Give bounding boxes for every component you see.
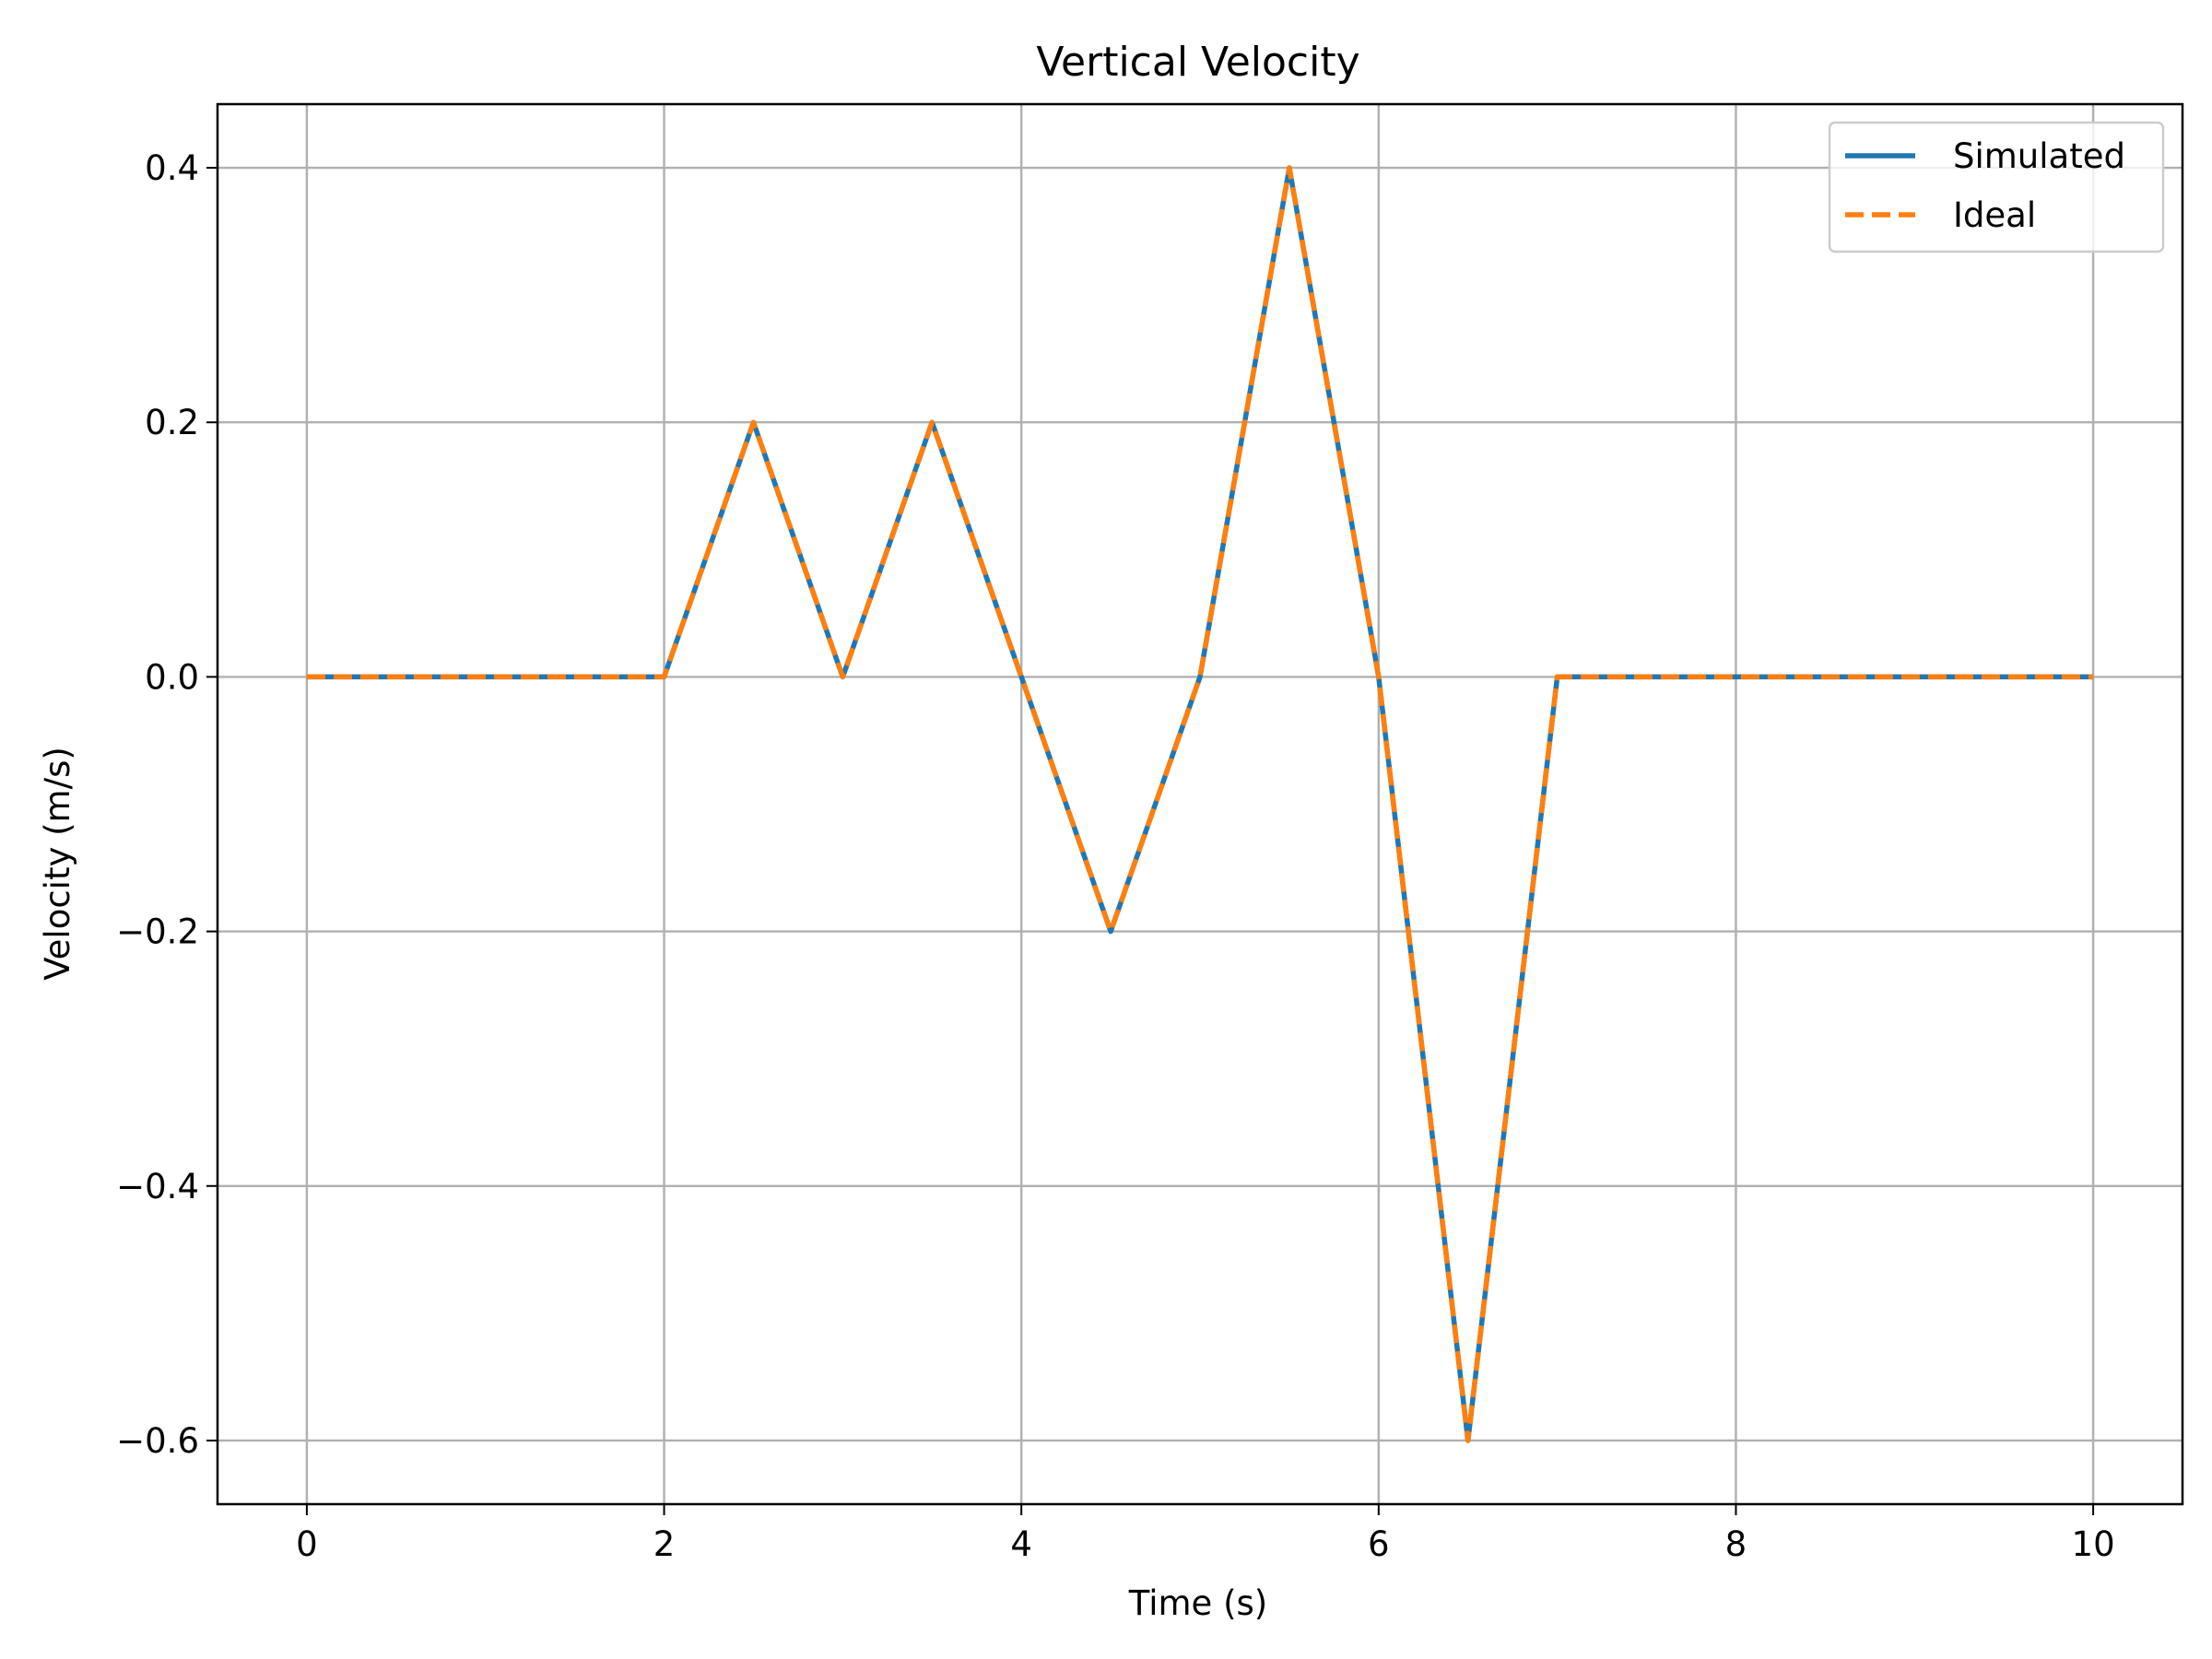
- y-axis-label: Velocity (m/s): [38, 747, 77, 981]
- x-tick-label: 8: [1725, 1524, 1747, 1564]
- y-tick-label: −0.6: [116, 1421, 199, 1461]
- plot-frame: [216, 102, 2184, 1506]
- x-axis-ticks: 0 2 4 6 8 10: [296, 1504, 2115, 1564]
- chart-title: Vertical Velocity: [1036, 39, 1359, 86]
- legend-label-ideal: Ideal: [1953, 195, 2036, 235]
- x-tick-label: 0: [296, 1524, 318, 1564]
- x-tick-label: 4: [1010, 1524, 1032, 1564]
- series-line-ideal: [306, 165, 2094, 1443]
- plot-lines: [306, 165, 2094, 1443]
- legend-label-simulated: Simulated: [1953, 136, 2125, 176]
- y-tick-label: 0.4: [145, 148, 199, 188]
- x-tick-label: 10: [2072, 1524, 2115, 1564]
- y-tick-label: −0.2: [116, 912, 199, 952]
- legend: Simulated Ideal: [1828, 121, 2165, 253]
- y-tick-label: −0.4: [116, 1167, 199, 1206]
- y-axis-ticks: −0.6 −0.4 −0.2 0.0 0.2 0.4: [116, 148, 218, 1461]
- x-tick-label: 2: [653, 1524, 676, 1564]
- y-tick-label: 0.0: [145, 657, 199, 697]
- x-tick-label: 6: [1368, 1524, 1390, 1564]
- y-tick-label: 0.2: [145, 403, 199, 442]
- x-axis-label: Time (s): [1128, 1583, 1267, 1623]
